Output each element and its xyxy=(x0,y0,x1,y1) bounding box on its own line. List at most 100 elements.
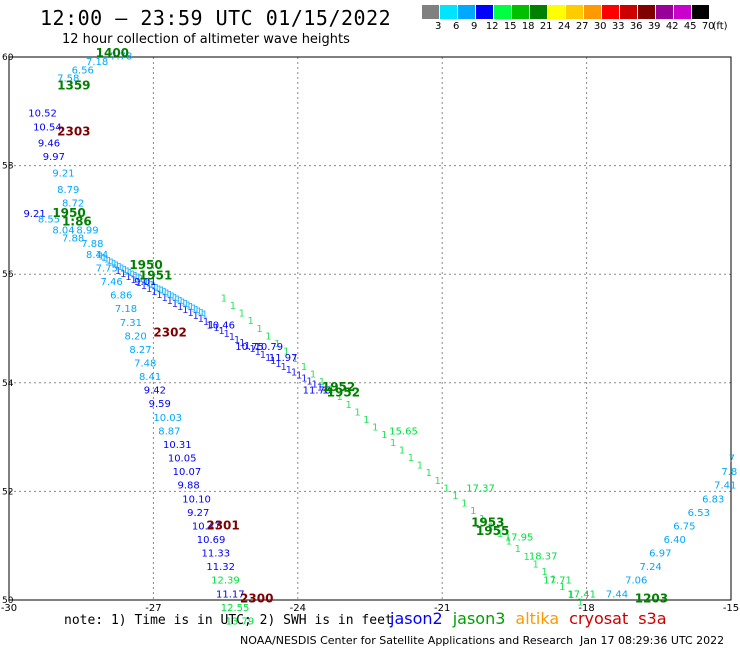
track-mark: 1 xyxy=(443,483,449,494)
x-tick-label: -15 xyxy=(723,603,739,614)
swh-label: 7.46 xyxy=(100,277,122,288)
track-mark: 1 xyxy=(162,287,168,298)
colorbar-swatch xyxy=(512,5,530,19)
swh-label: 9.01 xyxy=(134,277,156,288)
track-mark: 1 xyxy=(568,590,574,601)
swh-label: 10.69 xyxy=(197,535,226,546)
track-mark: 1 xyxy=(452,491,458,502)
colorbar-label: 33 xyxy=(611,21,625,32)
time-label: 1359 xyxy=(57,79,90,93)
chart-title: 12:00 – 23:59 UTC 01/15/2022 xyxy=(40,6,392,30)
time-label: 1953 xyxy=(471,516,504,530)
track-mark: 1 xyxy=(434,476,440,487)
colorbar-swatch xyxy=(458,5,476,19)
swh-label: 9.21 xyxy=(23,209,45,220)
swh-label: 7.31 xyxy=(120,318,142,329)
track-mark: 1 xyxy=(104,254,110,265)
legend: jason2 jason3 altika cryosat s3a xyxy=(390,609,677,628)
track-mark: 1 xyxy=(275,359,281,370)
colorbar-swatch xyxy=(692,5,710,19)
track-mark: 1 xyxy=(249,344,255,355)
track-mark: 1 xyxy=(229,332,235,343)
track-mark: 1 xyxy=(146,278,152,289)
track-mark: 1 xyxy=(399,445,405,456)
track-mark: 1 xyxy=(159,286,165,297)
track-mark: 1 xyxy=(280,362,286,373)
track-mark: 1 xyxy=(524,552,530,563)
track-mark: 1 xyxy=(301,362,307,373)
track-mark: 1 xyxy=(550,575,556,586)
track-mark: 1 xyxy=(322,386,328,397)
track-mark: 1 xyxy=(265,353,271,364)
track-mark: 1 xyxy=(306,377,312,388)
track-mark: 1 xyxy=(172,293,178,304)
track-mark: 1 xyxy=(270,356,276,367)
colorbar-label: 39 xyxy=(647,21,661,32)
track-mark: 1 xyxy=(224,329,230,340)
swh-label: 11.32 xyxy=(206,562,235,573)
track-mark: 1 xyxy=(255,347,261,358)
chart-subtitle: 12 hour collection of altimeter wave hei… xyxy=(62,32,350,47)
legend-item-jason2: jason2 xyxy=(390,609,443,628)
swh-label: 12.39 xyxy=(211,576,240,587)
track-mark: 1 xyxy=(178,296,184,307)
colorbar-swatch xyxy=(638,5,656,19)
track-mark: 1 xyxy=(109,257,115,268)
swh-label: 10.10 xyxy=(182,494,211,505)
y-tick-label: 54 xyxy=(2,379,14,389)
track-mark: 1 xyxy=(372,423,378,434)
track-mark: 1 xyxy=(202,310,208,321)
swh-label: 7.44 xyxy=(606,589,628,600)
track-mark: 1 xyxy=(127,268,133,279)
colorbar-swatch xyxy=(656,5,674,19)
track-mark: 1 xyxy=(312,380,318,391)
swh-label: 8.99 xyxy=(76,225,98,236)
swh-label: 10.75 xyxy=(235,342,264,353)
track-mark: 1 xyxy=(260,350,266,361)
colorbar-swatch xyxy=(530,5,548,19)
track-mark: 1 xyxy=(151,281,157,292)
track-mark: 1 xyxy=(187,308,193,319)
track-mark: 1 xyxy=(188,302,194,313)
track-mark: 1 xyxy=(143,277,149,288)
swh-label: 7.24 xyxy=(640,562,662,573)
track-mark: 1 xyxy=(213,323,219,334)
colorbar-swatch xyxy=(602,5,620,19)
track-mark: 1 xyxy=(112,259,118,270)
y-tick-label: 60 xyxy=(2,53,14,63)
time-label: 1952 xyxy=(322,380,355,394)
track-mark: 1 xyxy=(319,377,325,388)
swh-label: 10.03 xyxy=(153,413,182,424)
track-mark: 1 xyxy=(296,371,302,382)
track-mark: 1 xyxy=(151,287,157,298)
track-mark: 1 xyxy=(122,265,128,276)
track-mark: 1 xyxy=(426,468,432,479)
swh-label: 10.54 xyxy=(33,122,62,133)
track-mark: 1 xyxy=(156,290,162,301)
colorbar-label: 70 xyxy=(701,21,715,32)
swh-label: 6.56 xyxy=(72,65,94,76)
track-mark: 1 xyxy=(515,544,521,555)
swh-label: 10.52 xyxy=(28,109,57,120)
swh-label: 13.79 xyxy=(226,616,255,627)
track-mark: 1 xyxy=(180,298,186,309)
track-mark: 1 xyxy=(164,289,170,300)
track-mark: 1 xyxy=(119,263,125,274)
track-mark: 1 xyxy=(274,339,280,350)
track-mark: 1 xyxy=(170,292,176,303)
colorbar-swatch xyxy=(494,5,512,19)
track-mark: 1 xyxy=(106,256,112,267)
track-mark: 1 xyxy=(221,293,227,304)
x-tick-label: -21 xyxy=(434,603,450,614)
track-mark: 1 xyxy=(234,335,240,346)
track-mark: 1 xyxy=(470,506,476,517)
track-mark: 1 xyxy=(345,400,351,411)
swh-label: 17.37 xyxy=(466,483,495,494)
track-mark: 1 xyxy=(532,559,538,570)
swh-label: 7 xyxy=(729,454,735,465)
legend-item-cryosat: cryosat xyxy=(569,609,629,628)
track-mark: 1 xyxy=(286,365,292,376)
swh-label: 9.21 xyxy=(52,168,74,179)
track-mark: 1 xyxy=(194,305,200,316)
colorbar-swatch xyxy=(548,5,566,19)
